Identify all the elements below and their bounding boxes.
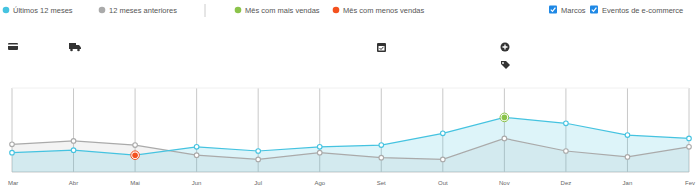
x-tick-label: Jan <box>623 180 633 186</box>
point <box>564 121 569 126</box>
range-top <box>12 88 689 89</box>
x-tick-label: Out <box>438 180 448 186</box>
icon-plus-sign <box>503 45 508 50</box>
checkbox-box[interactable] <box>590 6 598 14</box>
point <box>441 157 446 162</box>
min-marker <box>132 152 138 158</box>
point <box>10 150 15 155</box>
legend-dot <box>235 7 242 14</box>
point <box>10 142 15 147</box>
point <box>379 143 384 148</box>
legend-dot <box>333 7 340 14</box>
icon-calendar-page <box>379 46 385 51</box>
legend-label: Mês com mais vendas <box>245 6 320 15</box>
checkbox-label[interactable]: Marcos <box>561 6 586 15</box>
x-tick-label: Dez <box>561 180 572 186</box>
point <box>71 139 76 144</box>
icon-card-stripe <box>8 45 18 47</box>
icon-truck-wheel <box>70 49 73 52</box>
checkbox[interactable]: Eventos de e-commerce <box>590 6 683 15</box>
x-tick-label: Set <box>377 180 386 186</box>
point <box>317 150 322 155</box>
x-tick-label: Mar <box>8 180 18 186</box>
x-tick-label: Abr <box>69 180 78 186</box>
max-marker-ring <box>500 113 509 122</box>
event-icons <box>8 43 510 70</box>
grid <box>12 88 689 172</box>
point <box>133 143 138 148</box>
icon-truck-wheel <box>77 49 80 52</box>
x-tick-label: Ago <box>314 180 325 186</box>
checkbox-check <box>592 8 597 12</box>
icon-truck-cab <box>76 45 81 49</box>
icon-calendar-check <box>380 47 384 50</box>
icon-tag-hole <box>502 62 504 64</box>
legend-separator <box>205 4 206 17</box>
icon-plus <box>501 43 510 52</box>
x-tick-label: Jul <box>254 180 262 186</box>
icon-card <box>8 43 18 50</box>
x-tick-label: Fev <box>685 180 695 186</box>
point <box>71 148 76 153</box>
point <box>625 155 630 160</box>
point <box>256 157 261 162</box>
checkbox-label[interactable]: Eventos de e-commerce <box>602 6 683 15</box>
legend: Últimos 12 meses 12 meses anteriores Mês c… <box>3 4 425 17</box>
icon-calendar <box>377 43 386 52</box>
legend-dot <box>99 7 106 14</box>
x-tick-label: Jun <box>192 180 202 186</box>
series-line <box>12 138 689 159</box>
point <box>194 145 199 150</box>
icon-truck <box>69 43 76 49</box>
point <box>441 131 446 136</box>
legend-label: Últimos 12 meses <box>13 6 73 15</box>
chart: Últimos 12 meses 12 meses anteriores Mês c… <box>0 0 698 192</box>
point <box>502 136 507 141</box>
point <box>194 153 199 158</box>
icon-tag <box>501 61 510 69</box>
point <box>379 155 384 160</box>
series-line <box>12 117 689 155</box>
point <box>317 145 322 150</box>
plot-area <box>12 117 689 172</box>
legend-label: 12 meses anteriores <box>109 6 177 15</box>
point <box>256 149 261 154</box>
checkbox-check <box>551 8 556 12</box>
point <box>625 133 630 138</box>
markers <box>10 113 692 162</box>
legend-label: Mês com menos vendas <box>343 6 425 15</box>
point <box>687 136 692 141</box>
x-tick-label: Mai <box>130 180 140 186</box>
point <box>687 145 692 150</box>
min-marker-ring <box>131 151 140 160</box>
x-tick-label: Nov <box>499 180 510 186</box>
checkbox[interactable]: Marcos <box>549 6 586 15</box>
legend-dot <box>3 7 10 14</box>
checkbox-box[interactable] <box>549 6 557 14</box>
x-axis-labels: Mar Abr Mai Jun Jul Ago Set Out Nov Dez Jan Fev <box>8 180 695 186</box>
point <box>564 149 569 154</box>
max-marker <box>502 115 508 121</box>
series-area <box>12 117 689 172</box>
